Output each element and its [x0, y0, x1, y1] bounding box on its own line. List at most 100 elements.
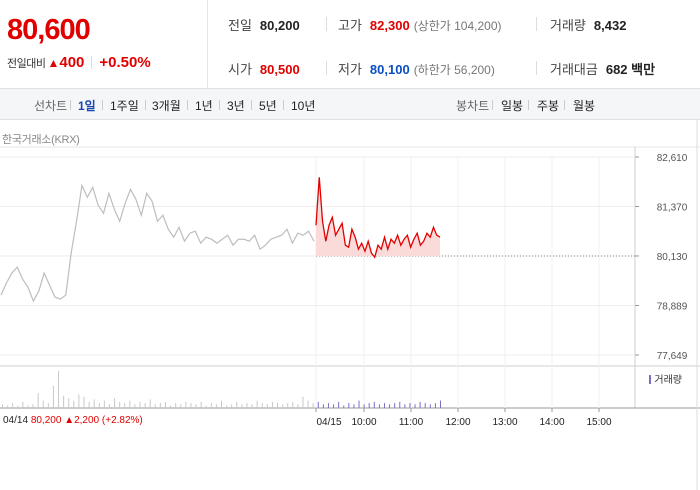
divider: [536, 17, 537, 31]
volume-bar: [241, 404, 243, 408]
volume-bar: [368, 403, 370, 408]
stat-label: 시가: [228, 62, 252, 77]
stat-prev-close: 전일 80,200: [228, 15, 300, 34]
volume-bar: [389, 404, 391, 408]
divider: [187, 100, 188, 110]
period-3y-button[interactable]: 3년: [227, 99, 245, 113]
stat-volume: 거래량 8,432: [550, 15, 626, 34]
volume-bar: [134, 404, 136, 408]
volume-bar: [180, 404, 182, 408]
period-10y-button[interactable]: 10년: [291, 99, 316, 113]
volume-bar: [7, 405, 9, 408]
volume-bar: [139, 401, 141, 408]
volume-bar: [322, 404, 324, 408]
period-3m-button[interactable]: 3개월: [152, 99, 181, 113]
volume-bar: [429, 404, 431, 408]
stat-value: 80,200: [259, 18, 300, 33]
divider: [219, 100, 220, 110]
volume-bar: [358, 400, 360, 408]
divider: [528, 100, 529, 110]
volume-bar: [266, 404, 268, 408]
volume-bar: [399, 401, 401, 408]
volume-bar: [221, 400, 222, 408]
volume-bar: [327, 403, 329, 408]
volume-bar: [246, 403, 248, 408]
volume-bar: [144, 403, 146, 408]
divider: [564, 100, 565, 110]
volume-bar: [338, 401, 340, 408]
y-tick-label: 82,610: [657, 153, 688, 164]
divider: [251, 100, 252, 110]
volume-bar: [185, 401, 187, 408]
volume-bar: [164, 401, 166, 408]
volume-bar: [404, 404, 406, 408]
volume-bar: [271, 401, 273, 408]
volume-bar: [200, 401, 202, 408]
divider: [102, 100, 103, 110]
volume-bar: [37, 393, 39, 408]
x-tick-label: 15:00: [586, 417, 611, 428]
change-row: 전일대비 ▲ 400 +0.50%: [7, 54, 151, 71]
volume-bar: [277, 403, 279, 408]
volume-bar: [226, 405, 228, 408]
period-1d-button[interactable]: 1일: [78, 99, 96, 113]
volume-bar: [93, 399, 95, 408]
prev-day-price-line: [0, 183, 315, 303]
volume-bar: [251, 404, 253, 408]
volume-bar: [78, 394, 80, 408]
stat-value: 8,432: [593, 18, 627, 33]
change-percent: +0.50%: [99, 54, 151, 71]
x-tick-label: 04/15: [316, 417, 341, 428]
volume-bar: [68, 398, 70, 408]
volume-bar: [103, 400, 105, 408]
period-5y-button[interactable]: 5년: [259, 99, 277, 113]
volume-bar: [348, 403, 350, 408]
period-1y-button[interactable]: 1년: [195, 99, 213, 113]
volume-bar: [261, 403, 263, 408]
volume-bar: [149, 399, 151, 408]
prev-day-date: 04/14: [3, 415, 29, 426]
line-chart-label: 선차트: [34, 99, 68, 113]
volume-bar: [256, 400, 258, 408]
price-summary: 80,600 전일대비 ▲ 400 +0.50%: [0, 0, 208, 88]
change-value: 400: [59, 54, 85, 71]
y-axis-ticks: 82,610 81,370 80,130 78,889 77,649: [657, 153, 688, 362]
volume-bar: [424, 403, 426, 408]
period-1w-button[interactable]: 1주일: [110, 99, 139, 113]
volume-bar: [108, 404, 110, 408]
y-tick-label: 78,889: [657, 302, 688, 313]
stat-label: 전일: [228, 18, 252, 33]
volume-bar: [353, 404, 355, 408]
stat-label: 거래대금: [550, 62, 598, 77]
volume-bar: [373, 401, 375, 408]
stat-label: 거래량: [550, 18, 586, 33]
data-source-label: 한국거래소(KRX): [2, 134, 80, 146]
volume-bar: [159, 403, 161, 408]
divider: [326, 17, 327, 31]
volume-bar: [58, 371, 60, 408]
price-stats: 전일 80,200 고가 82,300 (상한가 104,200) 거래량 8,…: [208, 0, 700, 88]
candle-monthly-button[interactable]: 월봉: [573, 99, 596, 113]
candle-weekly-button[interactable]: 주봉: [537, 99, 560, 113]
volume-bar: [236, 401, 238, 408]
volume-bar: [434, 403, 436, 408]
volume-bar: [17, 405, 19, 408]
divider: [91, 56, 93, 69]
price-lines: [0, 177, 441, 303]
prev-day-info: 04/14 80,200 ▲2,200 (+2.82%): [3, 415, 143, 426]
prev-day-close: 80,200: [30, 415, 62, 426]
grid-lines: [0, 120, 700, 490]
candle-daily-button[interactable]: 일봉: [501, 99, 524, 113]
candle-chart-label: 봉차트: [456, 99, 490, 113]
volume-legend: 거래량: [649, 371, 682, 386]
stat-value: 80,500: [259, 62, 300, 77]
volume-bar: [297, 404, 299, 408]
volume-bars: [2, 371, 441, 408]
divider: [326, 61, 327, 75]
divider: [283, 100, 284, 110]
stat-value: 682 백만: [605, 62, 656, 77]
volume-bar: [210, 403, 212, 408]
volume-bar: [32, 404, 34, 408]
stat-label: 저가: [338, 62, 362, 77]
